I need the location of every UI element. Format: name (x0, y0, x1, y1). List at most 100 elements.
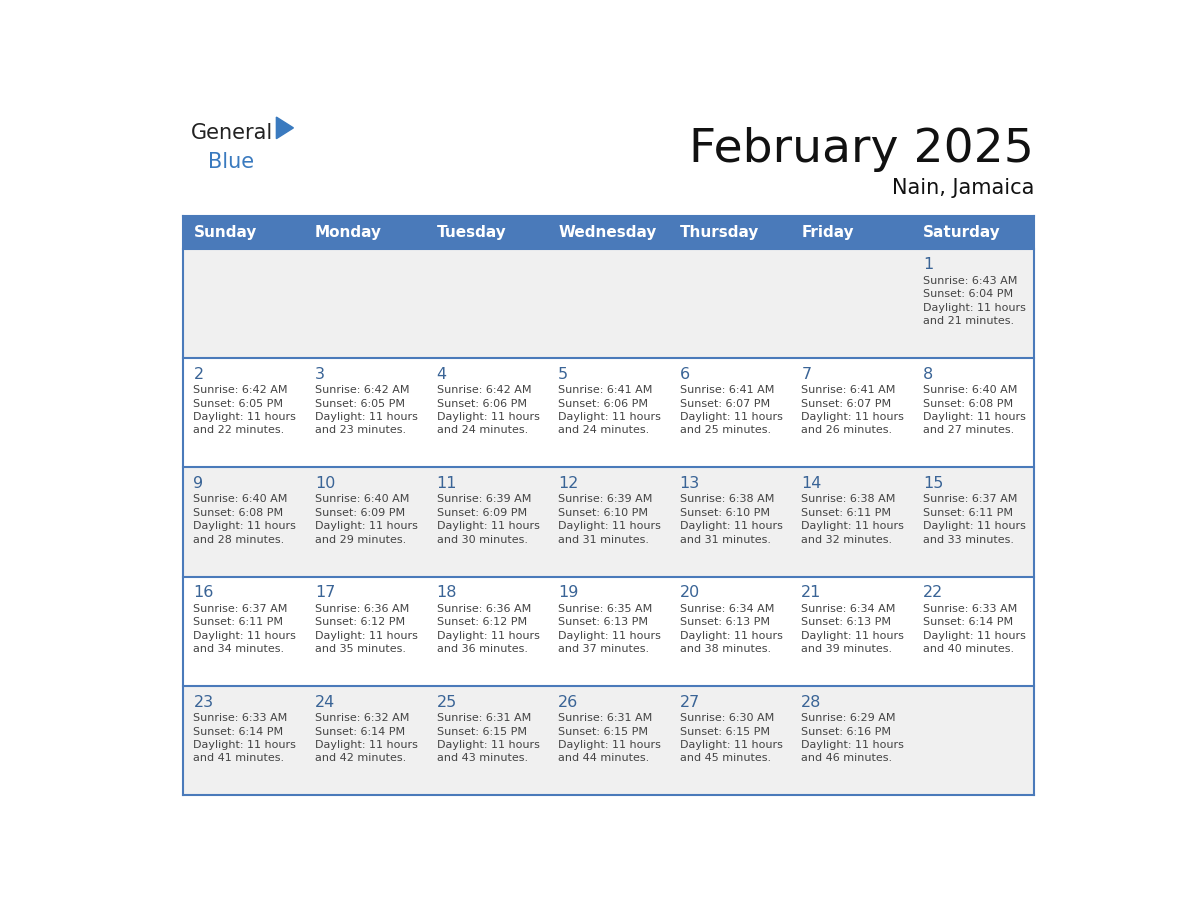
Text: Sunset: 6:15 PM: Sunset: 6:15 PM (436, 726, 526, 736)
Text: and 21 minutes.: and 21 minutes. (923, 316, 1015, 326)
Text: and 32 minutes.: and 32 minutes. (801, 535, 892, 544)
Polygon shape (277, 118, 293, 139)
Text: Daylight: 11 hours: Daylight: 11 hours (194, 740, 296, 750)
Text: 5: 5 (558, 366, 568, 382)
Text: 24: 24 (315, 695, 335, 710)
Text: 6: 6 (680, 366, 690, 382)
Text: and 44 minutes.: and 44 minutes. (558, 754, 650, 764)
Text: Sunrise: 6:41 AM: Sunrise: 6:41 AM (558, 385, 652, 395)
Text: Sunset: 6:09 PM: Sunset: 6:09 PM (315, 508, 405, 518)
Text: Daylight: 11 hours: Daylight: 11 hours (680, 740, 783, 750)
Text: Sunrise: 6:42 AM: Sunrise: 6:42 AM (436, 385, 531, 395)
Text: Daylight: 11 hours: Daylight: 11 hours (801, 521, 904, 532)
Text: Sunset: 6:06 PM: Sunset: 6:06 PM (558, 398, 649, 409)
Text: 16: 16 (194, 586, 214, 600)
Text: Sunrise: 6:41 AM: Sunrise: 6:41 AM (801, 385, 896, 395)
Text: General: General (191, 123, 273, 143)
Text: and 41 minutes.: and 41 minutes. (194, 754, 285, 764)
Text: Sunrise: 6:34 AM: Sunrise: 6:34 AM (680, 604, 775, 614)
Text: Sunrise: 6:37 AM: Sunrise: 6:37 AM (194, 604, 287, 614)
Text: and 43 minutes.: and 43 minutes. (436, 754, 527, 764)
Text: Sunset: 6:14 PM: Sunset: 6:14 PM (315, 726, 405, 736)
Text: and 29 minutes.: and 29 minutes. (315, 535, 406, 544)
Text: 11: 11 (436, 476, 457, 491)
Text: Sunrise: 6:40 AM: Sunrise: 6:40 AM (923, 385, 1017, 395)
Text: 8: 8 (923, 366, 933, 382)
Text: 10: 10 (315, 476, 335, 491)
Text: 20: 20 (680, 586, 700, 600)
Text: 15: 15 (923, 476, 943, 491)
Text: Daylight: 11 hours: Daylight: 11 hours (194, 412, 296, 422)
Text: Thursday: Thursday (680, 225, 759, 241)
Text: Sunset: 6:12 PM: Sunset: 6:12 PM (436, 617, 526, 627)
Text: and 40 minutes.: and 40 minutes. (923, 644, 1015, 655)
Text: Sunset: 6:11 PM: Sunset: 6:11 PM (194, 617, 284, 627)
Text: Daylight: 11 hours: Daylight: 11 hours (315, 631, 418, 641)
Text: and 42 minutes.: and 42 minutes. (315, 754, 406, 764)
Text: and 33 minutes.: and 33 minutes. (923, 535, 1013, 544)
Text: Sunrise: 6:42 AM: Sunrise: 6:42 AM (194, 385, 287, 395)
Text: Sunrise: 6:40 AM: Sunrise: 6:40 AM (315, 495, 410, 504)
Text: and 39 minutes.: and 39 minutes. (801, 644, 892, 655)
Text: Sunrise: 6:39 AM: Sunrise: 6:39 AM (436, 495, 531, 504)
Text: Sunrise: 6:33 AM: Sunrise: 6:33 AM (923, 604, 1017, 614)
Text: Sunset: 6:07 PM: Sunset: 6:07 PM (801, 398, 891, 409)
Text: Sunset: 6:10 PM: Sunset: 6:10 PM (680, 508, 770, 518)
Text: and 22 minutes.: and 22 minutes. (194, 425, 285, 435)
Text: Sunset: 6:11 PM: Sunset: 6:11 PM (801, 508, 891, 518)
Text: Sunrise: 6:43 AM: Sunrise: 6:43 AM (923, 275, 1017, 285)
Text: Daylight: 11 hours: Daylight: 11 hours (315, 740, 418, 750)
Text: Sunrise: 6:35 AM: Sunrise: 6:35 AM (558, 604, 652, 614)
Text: 22: 22 (923, 586, 943, 600)
Text: and 35 minutes.: and 35 minutes. (315, 644, 406, 655)
Text: and 46 minutes.: and 46 minutes. (801, 754, 892, 764)
Text: and 23 minutes.: and 23 minutes. (315, 425, 406, 435)
Text: and 36 minutes.: and 36 minutes. (436, 644, 527, 655)
Text: Daylight: 11 hours: Daylight: 11 hours (315, 521, 418, 532)
Text: Daylight: 11 hours: Daylight: 11 hours (801, 740, 904, 750)
Text: Daylight: 11 hours: Daylight: 11 hours (436, 521, 539, 532)
Text: Sunrise: 6:31 AM: Sunrise: 6:31 AM (558, 713, 652, 723)
Text: and 26 minutes.: and 26 minutes. (801, 425, 892, 435)
Text: Sunrise: 6:36 AM: Sunrise: 6:36 AM (436, 604, 531, 614)
Text: Sunset: 6:13 PM: Sunset: 6:13 PM (801, 617, 891, 627)
Text: 3: 3 (315, 366, 326, 382)
Text: Wednesday: Wednesday (558, 225, 657, 241)
Text: Sunrise: 6:31 AM: Sunrise: 6:31 AM (436, 713, 531, 723)
Text: 21: 21 (801, 586, 822, 600)
Text: Saturday: Saturday (923, 225, 1000, 241)
Text: and 24 minutes.: and 24 minutes. (558, 425, 650, 435)
Text: and 34 minutes.: and 34 minutes. (194, 644, 285, 655)
Text: and 45 minutes.: and 45 minutes. (680, 754, 771, 764)
Text: Sunrise: 6:38 AM: Sunrise: 6:38 AM (680, 495, 775, 504)
Text: Sunset: 6:08 PM: Sunset: 6:08 PM (194, 508, 284, 518)
Text: 12: 12 (558, 476, 579, 491)
Text: Monday: Monday (315, 225, 383, 241)
Bar (183, 358, 1035, 467)
Text: and 37 minutes.: and 37 minutes. (558, 644, 650, 655)
Text: 17: 17 (315, 586, 335, 600)
Text: Daylight: 11 hours: Daylight: 11 hours (680, 631, 783, 641)
Text: and 31 minutes.: and 31 minutes. (558, 535, 649, 544)
Text: Daylight: 11 hours: Daylight: 11 hours (315, 412, 418, 422)
Text: Sunset: 6:13 PM: Sunset: 6:13 PM (680, 617, 770, 627)
Text: Sunset: 6:04 PM: Sunset: 6:04 PM (923, 289, 1013, 299)
Text: Sunset: 6:14 PM: Sunset: 6:14 PM (923, 617, 1013, 627)
Text: Sunset: 6:13 PM: Sunset: 6:13 PM (558, 617, 649, 627)
Text: and 28 minutes.: and 28 minutes. (194, 535, 285, 544)
Text: 1: 1 (923, 257, 933, 273)
Text: Sunrise: 6:40 AM: Sunrise: 6:40 AM (194, 495, 287, 504)
Text: 14: 14 (801, 476, 822, 491)
Text: and 30 minutes.: and 30 minutes. (436, 535, 527, 544)
Bar (183, 467, 1035, 577)
Text: Sunrise: 6:42 AM: Sunrise: 6:42 AM (315, 385, 410, 395)
Text: Daylight: 11 hours: Daylight: 11 hours (194, 631, 296, 641)
Text: and 38 minutes.: and 38 minutes. (680, 644, 771, 655)
Text: Sunset: 6:07 PM: Sunset: 6:07 PM (680, 398, 770, 409)
Text: Sunset: 6:10 PM: Sunset: 6:10 PM (558, 508, 649, 518)
Text: Sunset: 6:12 PM: Sunset: 6:12 PM (315, 617, 405, 627)
Text: Daylight: 11 hours: Daylight: 11 hours (923, 303, 1025, 313)
Text: Daylight: 11 hours: Daylight: 11 hours (923, 521, 1025, 532)
Text: Sunrise: 6:34 AM: Sunrise: 6:34 AM (801, 604, 896, 614)
Text: Nain, Jamaica: Nain, Jamaica (892, 178, 1035, 198)
